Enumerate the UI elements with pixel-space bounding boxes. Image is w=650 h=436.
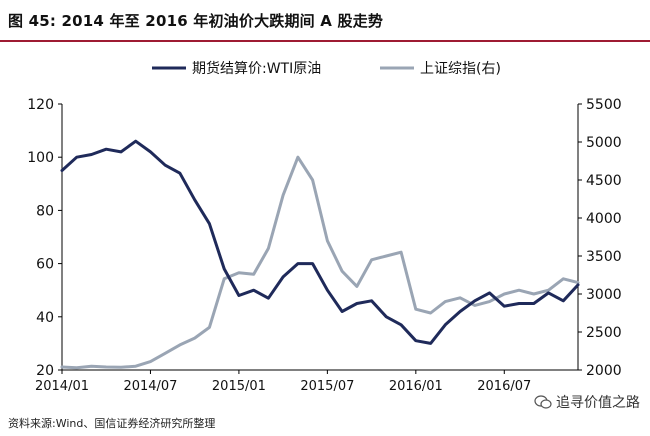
x-tick-label: 2015/07 — [300, 379, 354, 394]
figure-title-row: 图 45: 2014 年至 2016 年初油价大跌期间 A 股走势 — [8, 6, 642, 34]
right-tick-label: 5000 — [586, 135, 622, 151]
left-tick-label: 40 — [36, 310, 54, 326]
right-tick-label: 3000 — [586, 287, 622, 303]
right-tick-label: 2500 — [586, 325, 622, 341]
right-tick-label: 4000 — [586, 211, 622, 227]
left-tick-label: 80 — [36, 203, 54, 219]
left-tick-label: 120 — [27, 97, 54, 113]
x-tick-label: 2014/07 — [123, 379, 177, 394]
watermark-text: 追寻价值之路 — [556, 395, 640, 411]
right-tick-label: 2000 — [586, 363, 622, 379]
right-tick-label: 5500 — [586, 97, 622, 113]
right-tick-label: 3500 — [586, 249, 622, 265]
series-line-wti — [60, 139, 580, 345]
x-tick-label: 2016/01 — [389, 379, 443, 394]
figure-title: 图 45: 2014 年至 2016 年初油价大跌期间 A 股走势 — [8, 11, 384, 30]
x-tick-label: 2014/01 — [35, 379, 89, 394]
legend-label: 上证综指(右) — [420, 61, 501, 77]
right-tick-label: 4500 — [586, 173, 622, 189]
legend-label: 期货结算价:WTI原油 — [192, 60, 321, 77]
wechat-icon — [534, 395, 552, 409]
watermark: 追寻价值之路 — [534, 392, 640, 412]
line-chart: 20 40 60 80 100 120 2000 2500 3000 3500 4000 4500 50… — [27, 60, 622, 394]
left-tick-label: 100 — [27, 150, 54, 166]
x-tick-label: 2015/01 — [212, 379, 266, 394]
x-tick-label: 2016/07 — [477, 379, 531, 394]
source-note: 资料来源:Wind、国信证券经济研究所整理 — [8, 417, 216, 430]
left-tick-label: 60 — [36, 257, 54, 273]
series-line-sse — [60, 155, 580, 370]
title-divider — [0, 40, 650, 42]
left-tick-label: 20 — [36, 363, 54, 379]
